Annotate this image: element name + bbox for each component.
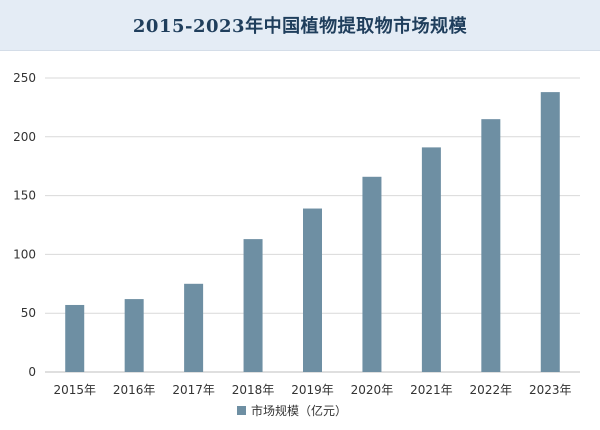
y-tick-label: 150 (13, 189, 36, 203)
x-tick-label: 2020年 (351, 383, 394, 397)
bars (65, 92, 560, 372)
y-tick-label: 0 (28, 365, 36, 379)
chart-title: 2015-2023年中国植物提取物市场规模 (132, 16, 468, 37)
x-tick-label: 2022年 (470, 383, 513, 397)
legend: 市场规模（亿元） (237, 403, 347, 418)
x-axis-ticks: 2015年 2016年 2017年 2018年 2019年 2020年 2021年 2022年… (53, 383, 571, 397)
chart-title-bar: 2015-2023年中国植物提取物市场规模 (0, 0, 600, 51)
bar (540, 92, 560, 372)
y-axis-ticks: 0 50 100 150 200 250 (13, 71, 36, 379)
bar (481, 119, 501, 372)
bar (362, 176, 382, 372)
bar (243, 239, 263, 372)
bar (124, 299, 144, 372)
x-tick-label: 2023年 (529, 383, 572, 397)
x-tick-label: 2016年 (113, 383, 156, 397)
bar (421, 147, 441, 372)
y-tick-label: 200 (13, 130, 36, 144)
bar (184, 283, 204, 372)
x-tick-label: 2015年 (53, 383, 96, 397)
x-tick-label: 2018年 (232, 383, 275, 397)
x-tick-label: 2021年 (410, 383, 453, 397)
legend-label: 市场规模（亿元） (251, 403, 347, 418)
y-tick-label: 50 (21, 306, 36, 320)
x-tick-label: 2017年 (172, 383, 215, 397)
bar (303, 208, 322, 372)
legend-swatch (237, 406, 246, 415)
bar (65, 304, 85, 372)
x-tick-label: 2019年 (291, 383, 334, 397)
y-tick-label: 250 (13, 71, 36, 85)
y-tick-label: 100 (13, 247, 36, 261)
